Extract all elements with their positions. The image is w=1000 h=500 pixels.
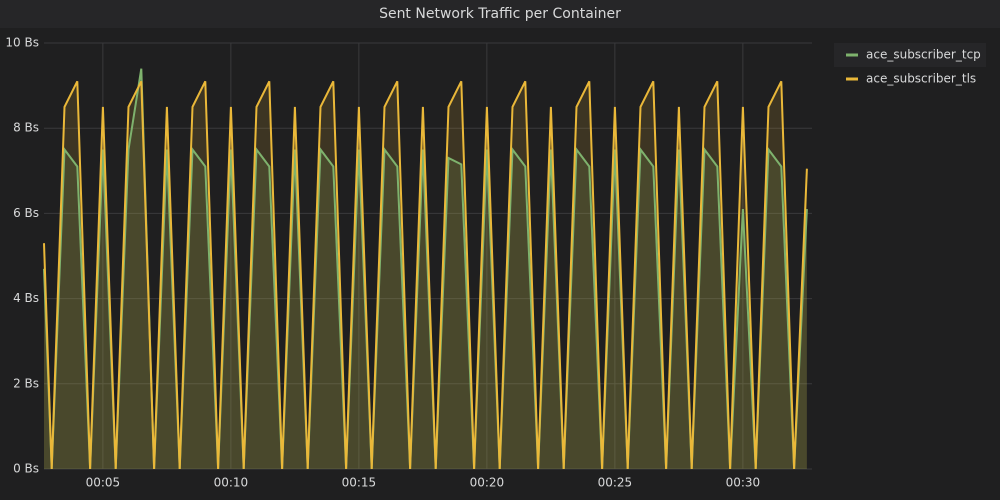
x-tick-label: 00:10: [214, 476, 249, 490]
y-tick-label: 8 Bs: [13, 121, 39, 135]
x-tick-label: 00:05: [86, 476, 121, 490]
y-tick-label: 4 Bs: [13, 291, 39, 305]
y-tick-label: 10 Bs: [5, 36, 39, 50]
legend-highlight: [834, 43, 986, 67]
x-tick-label: 00:20: [470, 476, 505, 490]
legend-label: ace_subscriber_tls: [866, 72, 976, 86]
area-fill: [44, 68, 807, 469]
y-tick-label: 6 Bs: [13, 206, 39, 220]
series-line: [43, 68, 808, 470]
x-tick-label: 00:25: [598, 476, 633, 490]
x-tick-label: 00:30: [726, 476, 761, 490]
series-line: [43, 80, 808, 470]
panel-header: [0, 0, 1000, 28]
legend-label: ace_subscriber_tcp: [866, 48, 981, 62]
y-tick-label: 0 Bs: [13, 462, 39, 476]
y-tick-label: 2 Bs: [13, 376, 39, 390]
x-tick-label: 00:15: [342, 476, 377, 490]
chart-title: Sent Network Traffic per Container: [379, 6, 621, 22]
